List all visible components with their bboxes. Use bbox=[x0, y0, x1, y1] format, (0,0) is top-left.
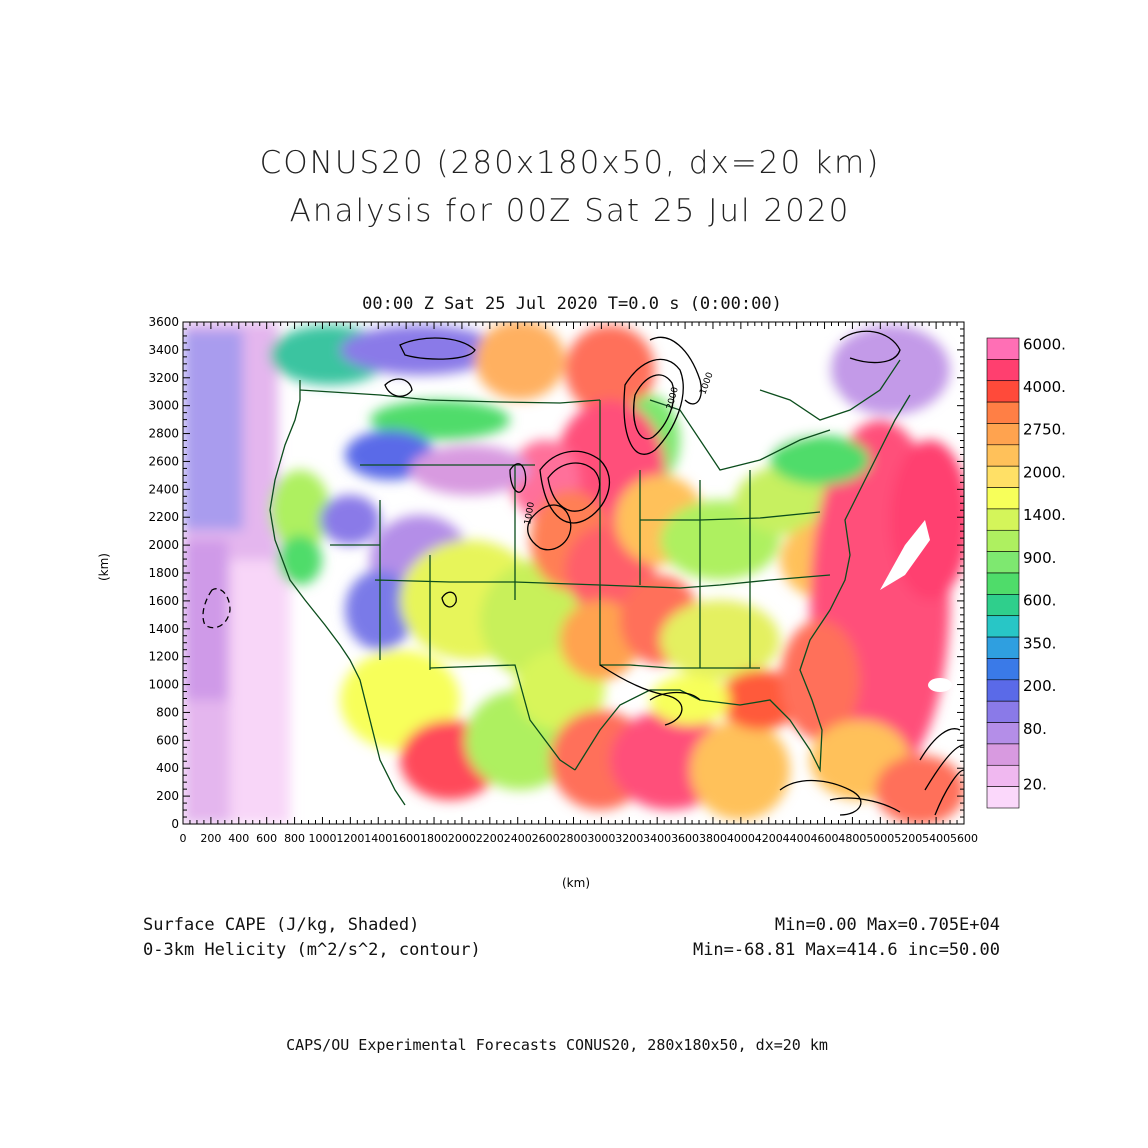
x-tick-label: 5400 bbox=[922, 832, 950, 845]
y-tick-label: 3000 bbox=[148, 399, 179, 413]
x-tick-label: 2400 bbox=[504, 832, 532, 845]
colorbar-swatch bbox=[986, 594, 1020, 617]
y-tick-label: 3200 bbox=[148, 371, 179, 385]
colorbar-swatch bbox=[986, 487, 1020, 510]
colorbar-swatch bbox=[986, 722, 1020, 745]
colorbar-swatch bbox=[986, 743, 1020, 766]
colorbar-swatch bbox=[986, 786, 1020, 809]
colorbar-swatch bbox=[986, 551, 1020, 574]
x-tick-label: 3400 bbox=[643, 832, 671, 845]
x-tick-label: 3000 bbox=[587, 832, 615, 845]
y-tick-label: 800 bbox=[156, 705, 179, 719]
colorbar-swatch bbox=[986, 401, 1020, 424]
x-tick-label: 1000 bbox=[308, 832, 336, 845]
y-tick-label: 2400 bbox=[148, 482, 179, 496]
x-tick-label: 1600 bbox=[392, 832, 420, 845]
x-tick-label: 0 bbox=[180, 832, 187, 845]
x-tick-label: 5200 bbox=[894, 832, 922, 845]
colorbar-swatch bbox=[986, 572, 1020, 595]
y-tick-label: 200 bbox=[156, 789, 179, 803]
y-tick-label: 1200 bbox=[148, 650, 179, 664]
x-tick-label: 1200 bbox=[336, 832, 364, 845]
colorbar-label: 350. bbox=[1023, 634, 1056, 652]
x-tick-label: 3200 bbox=[615, 832, 643, 845]
colorbar-swatch bbox=[986, 636, 1020, 659]
colorbar-swatch bbox=[986, 337, 1020, 360]
cape-legend-label: Surface CAPE (J/kg, Shaded) bbox=[143, 915, 420, 935]
figure-title-line2: Analysis for 00Z Sat 25 Jul 2020 bbox=[289, 193, 851, 229]
colorbar: 6000. 4000. 2750. 2000. 1400. 900. 600. 350. 200… bbox=[986, 335, 1066, 809]
y-axis: 0 200 400 600 800 1000 1200 1400 1600 1800 2000 220… bbox=[148, 315, 964, 831]
figure-title-line1: CONUS20 (280x180x50, dx=20 km) bbox=[259, 145, 881, 181]
colorbar-label: 20. bbox=[1023, 775, 1047, 793]
colorbar-swatch bbox=[986, 679, 1020, 702]
x-tick-label: 2600 bbox=[532, 832, 560, 845]
cape-shading: 2000 1000 1000 bbox=[183, 322, 964, 824]
colorbar-swatch bbox=[986, 380, 1020, 403]
x-tick-label: 600 bbox=[256, 832, 277, 845]
x-tick-label: 1800 bbox=[420, 832, 448, 845]
y-axis-label: (km) bbox=[97, 552, 112, 582]
colorbar-label: 2750. bbox=[1023, 421, 1066, 439]
colorbar-label: 6000. bbox=[1023, 335, 1066, 353]
cape-min-max: Min=0.00 Max=0.705E+04 bbox=[774, 915, 1000, 935]
x-tick-label: 1400 bbox=[364, 832, 392, 845]
colorbar-swatch bbox=[986, 700, 1020, 723]
colorbar-swatch bbox=[986, 359, 1020, 382]
y-tick-label: 1400 bbox=[148, 622, 179, 636]
y-tick-label: 2800 bbox=[148, 427, 179, 441]
colorbar-swatch bbox=[986, 658, 1020, 681]
x-axis: 0 200 400 600 800 1000 1200 1400 1600 1800 2000 220… bbox=[180, 322, 978, 845]
x-tick-label: 4200 bbox=[755, 832, 783, 845]
colorbar-swatch bbox=[986, 615, 1020, 638]
y-tick-label: 2000 bbox=[148, 538, 179, 552]
y-tick-label: 1800 bbox=[148, 566, 179, 580]
colorbar-swatch bbox=[986, 529, 1020, 552]
x-tick-label: 5600 bbox=[950, 832, 978, 845]
y-tick-label: 2600 bbox=[148, 454, 179, 468]
y-tick-label: 600 bbox=[156, 733, 179, 747]
x-tick-label: 2800 bbox=[560, 832, 588, 845]
x-tick-label: 3600 bbox=[671, 832, 699, 845]
x-tick-label: 5000 bbox=[866, 832, 894, 845]
y-tick-label: 3600 bbox=[148, 315, 179, 329]
colorbar-label: 80. bbox=[1023, 720, 1047, 738]
x-tick-label: 200 bbox=[200, 832, 221, 845]
x-tick-label: 800 bbox=[284, 832, 305, 845]
x-tick-label: 2200 bbox=[476, 832, 504, 845]
x-tick-label: 4000 bbox=[727, 832, 755, 845]
helicity-legend-label: 0-3km Helicity (m^2/s^2, contour) bbox=[143, 940, 481, 960]
x-axis-label: (km) bbox=[562, 876, 591, 890]
contour-label: 1000 bbox=[523, 501, 537, 526]
y-tick-label: 3400 bbox=[148, 343, 179, 357]
colorbar-label: 2000. bbox=[1023, 463, 1066, 481]
colorbar-swatch bbox=[986, 764, 1020, 787]
colorbar-swatch bbox=[986, 444, 1020, 467]
colorbar-swatch bbox=[986, 423, 1020, 446]
x-tick-label: 400 bbox=[228, 832, 249, 845]
colorbar-label: 1400. bbox=[1023, 506, 1066, 524]
y-tick-label: 1000 bbox=[148, 678, 179, 692]
colorbar-label: 4000. bbox=[1023, 378, 1066, 396]
y-tick-label: 2200 bbox=[148, 510, 179, 524]
helicity-min-max: Min=-68.81 Max=414.6 inc=50.00 bbox=[692, 940, 1000, 960]
y-tick-label: 0 bbox=[171, 817, 179, 831]
y-tick-label: 400 bbox=[156, 761, 179, 775]
x-tick-label: 2000 bbox=[448, 832, 476, 845]
colorbar-label: 200. bbox=[1023, 677, 1056, 695]
colorbar-label: 900. bbox=[1023, 549, 1056, 567]
x-tick-label: 4600 bbox=[811, 832, 839, 845]
y-tick-label: 1600 bbox=[148, 594, 179, 608]
x-tick-label: 4400 bbox=[783, 832, 811, 845]
x-tick-label: 3800 bbox=[699, 832, 727, 845]
colorbar-label: 600. bbox=[1023, 592, 1056, 610]
colorbar-swatch bbox=[986, 508, 1020, 531]
valid-time-subtitle: 00:00 Z Sat 25 Jul 2020 T=0.0 s (0:00:00… bbox=[362, 294, 782, 314]
footer-credit: CAPS/OU Experimental Forecasts CONUS20, … bbox=[286, 1036, 828, 1054]
x-tick-label: 4800 bbox=[838, 832, 866, 845]
colorbar-swatch bbox=[986, 465, 1020, 488]
